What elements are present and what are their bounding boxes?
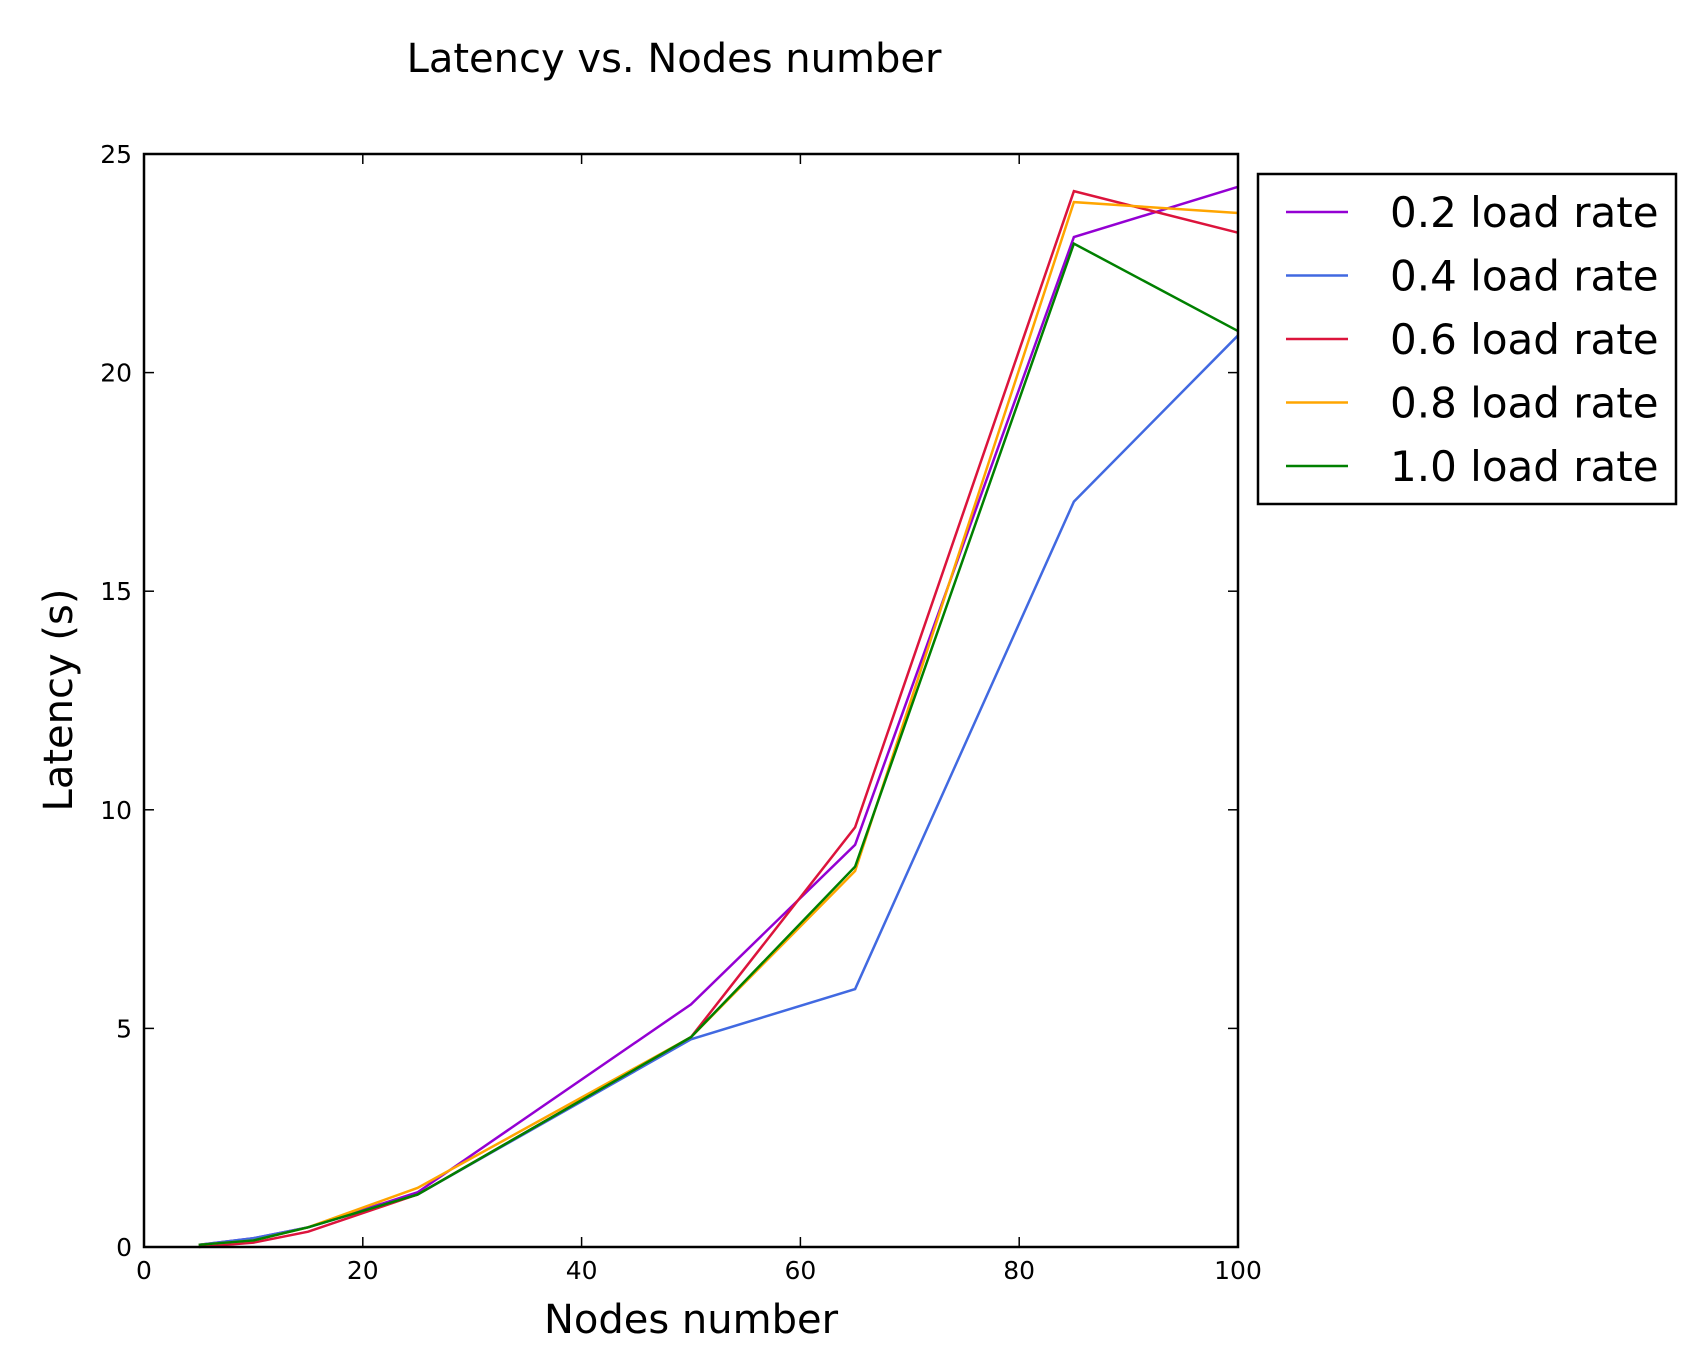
legend-label-2: 0.6 load rate <box>1390 315 1659 364</box>
legend-entries: 0.2 load rate 0.4 load rate 0.6 load rate 0… <box>1286 188 1659 491</box>
y-axis-label: Latency (s) <box>36 589 82 812</box>
series-line-1 <box>198 334 1239 1247</box>
x-tick-label: 0 <box>136 1256 152 1285</box>
series-lines <box>198 185 1239 1249</box>
legend-label-4: 1.0 load rate <box>1390 442 1659 491</box>
chart-title: Latency vs. Nodes number <box>407 36 942 82</box>
series-line-4 <box>198 241 1239 1247</box>
y-tick-label: 5 <box>116 1014 132 1043</box>
y-tick-label: 0 <box>116 1233 132 1262</box>
legend-label-1: 0.4 load rate <box>1390 252 1659 301</box>
series-line-2 <box>198 189 1239 1249</box>
legend: 0.2 load rate 0.4 load rate 0.6 load rate 0… <box>1256 172 1678 506</box>
x-axis-label: Nodes number <box>544 1297 839 1343</box>
series-line-0 <box>198 185 1239 1247</box>
y-tick-label: 15 <box>100 577 132 606</box>
x-tick-label: 40 <box>566 1256 598 1285</box>
axis-ticks: 0 20 40 60 80 100 0 5 10 15 20 25 <box>100 140 1262 1285</box>
legend-label-3: 0.8 load rate <box>1390 379 1659 428</box>
legend-label-0: 0.2 load rate <box>1390 188 1659 237</box>
x-tick-label: 100 <box>1214 1256 1262 1285</box>
y-tick-label: 20 <box>100 359 132 388</box>
y-tick-label: 10 <box>100 796 132 825</box>
plot-frame <box>142 152 1240 1249</box>
y-tick-label: 25 <box>100 140 132 169</box>
x-tick-label: 60 <box>784 1256 816 1285</box>
plot-area: 0 20 40 60 80 100 0 5 10 15 20 25 <box>100 140 1262 1285</box>
x-tick-label: 20 <box>347 1256 379 1285</box>
x-tick-label: 80 <box>1003 1256 1035 1285</box>
series-line-3 <box>198 200 1239 1247</box>
